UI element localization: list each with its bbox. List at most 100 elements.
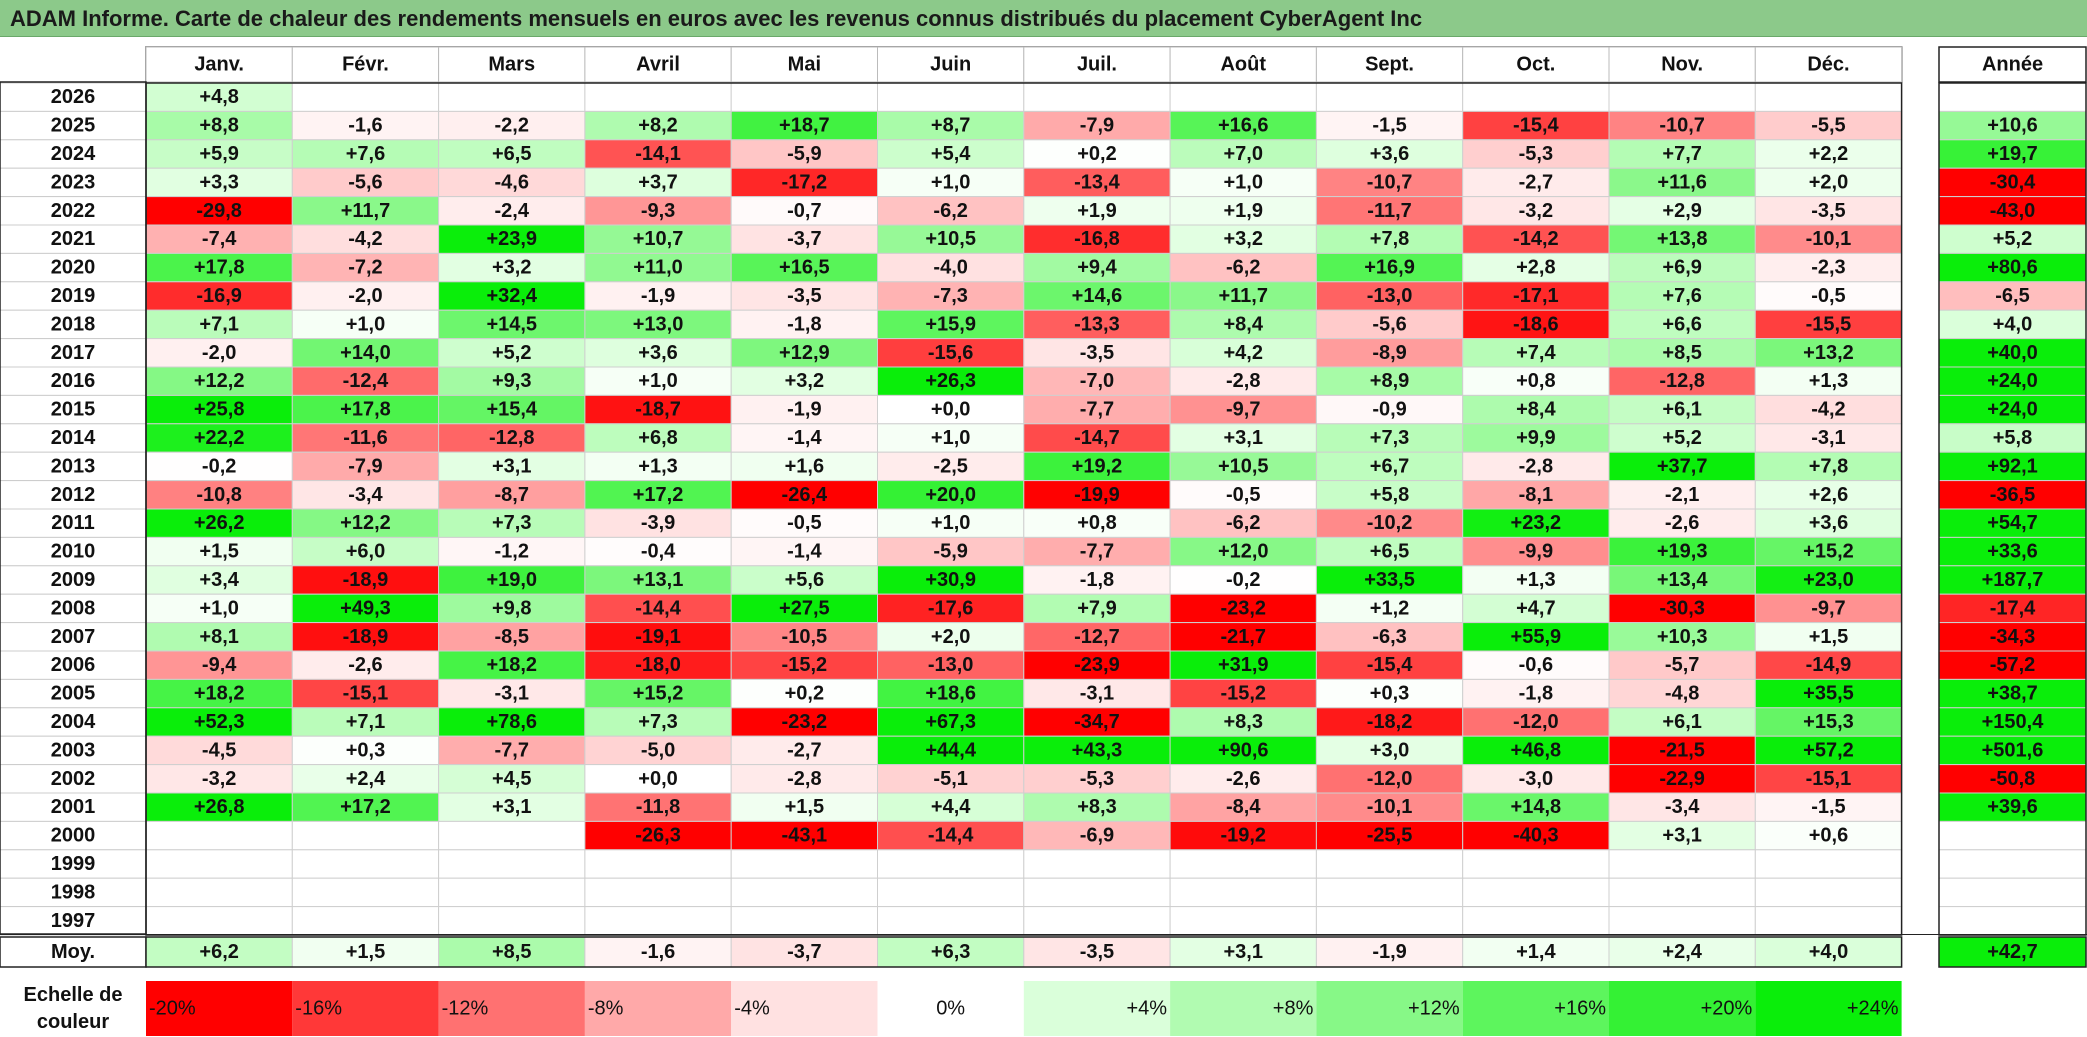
- heatmap-value: -15,4: [1513, 115, 1559, 137]
- annual-value: -30,4: [1990, 171, 2036, 193]
- heatmap-value: -19,2: [1220, 825, 1266, 847]
- average-value: +8,5: [492, 941, 531, 963]
- heatmap-cell: [291, 110, 440, 141]
- heatmap-value: -5,6: [1372, 313, 1406, 335]
- annual-cell: [1938, 906, 2087, 936]
- annual-cell: [1938, 820, 2087, 851]
- annual-value: -43,0: [1990, 200, 2036, 222]
- average-label: Moy.: [51, 941, 95, 963]
- heatmap-value: -18,7: [635, 399, 681, 421]
- heatmap-value: +6,9: [1662, 257, 1701, 279]
- heatmap-value: +5,8: [1370, 484, 1409, 506]
- heatmap-cell: [730, 451, 879, 482]
- heatmap-value: -21,7: [1220, 626, 1266, 648]
- heatmap-cell: [291, 565, 440, 595]
- heatmap-value: +17,8: [340, 399, 391, 421]
- annual-value: +10,6: [1987, 115, 2038, 137]
- heatmap-cell: [438, 110, 586, 141]
- heatmap-cell: [877, 650, 1025, 680]
- heatmap-value: +26,3: [925, 370, 976, 392]
- month-header-cell: [291, 46, 440, 83]
- heatmap-value: +3,2: [492, 257, 531, 279]
- heatmap-value: -0,4: [641, 541, 676, 563]
- heatmap-value: -17,1: [1513, 285, 1559, 307]
- heatmap-cell: [1169, 196, 1317, 226]
- heatmap-value: -2,6: [1665, 512, 1699, 534]
- heatmap-cell: [584, 252, 732, 283]
- heatmap-cell: [1608, 423, 1756, 453]
- heatmap-cell: [1462, 281, 1610, 311]
- heatmap-cell: [730, 877, 879, 908]
- heatmap-cell: [730, 707, 879, 737]
- average-value: +4,0: [1809, 941, 1848, 963]
- heatmap-value: +0,2: [1077, 143, 1116, 165]
- year-label-cell: [0, 309, 147, 340]
- annual-value: +92,1: [1987, 455, 2038, 477]
- annual-value: +40,0: [1987, 342, 2038, 364]
- heatmap-cell: [145, 849, 293, 879]
- month-header-label: Juin: [930, 54, 971, 76]
- average-value: +6,3: [931, 941, 970, 963]
- heatmap-value: -15,1: [1806, 768, 1852, 790]
- scale-stop-label: +12%: [1408, 998, 1460, 1020]
- heatmap-value: +1,9: [1224, 200, 1263, 222]
- heatmap-value: +8,4: [1516, 399, 1556, 421]
- heatmap-cell: [877, 735, 1025, 766]
- heatmap-value: +19,0: [486, 569, 537, 591]
- heatmap-cell: [438, 820, 586, 851]
- heatmap-value: +17,2: [633, 484, 684, 506]
- heatmap-value: -0,2: [1226, 569, 1260, 591]
- heatmap-cell: [877, 281, 1025, 311]
- annual-value: +38,7: [1987, 683, 2038, 705]
- year-label: 2018: [51, 313, 96, 335]
- heatmap-value: -1,5: [1811, 796, 1845, 818]
- heatmap-value: +25,8: [194, 399, 245, 421]
- heatmap-value: +11,6: [1657, 171, 1707, 193]
- heatmap-cell: [877, 820, 1025, 851]
- heatmap-cell: [438, 224, 586, 254]
- heatmap-value: -2,6: [1226, 768, 1260, 790]
- heatmap-value: -11,7: [1367, 200, 1411, 222]
- heatmap-value: +2,0: [931, 626, 970, 648]
- scale-swatch: [1755, 981, 1902, 1036]
- heatmap-cell: [1169, 906, 1317, 936]
- month-header-label: Sept.: [1365, 54, 1414, 76]
- heatmap-value: -5,1: [933, 768, 967, 790]
- year-label-cell: [0, 508, 147, 538]
- heatmap-value: +11,7: [341, 200, 391, 222]
- heatmap-cell: [877, 252, 1025, 283]
- heatmap-value: -13,0: [1367, 285, 1413, 307]
- scale-stop-label: +4%: [1127, 998, 1168, 1020]
- year-label: 2017: [51, 342, 96, 364]
- heatmap-value: -5,9: [933, 541, 967, 563]
- heatmap-value: -12,0: [1367, 768, 1413, 790]
- heatmap-cell: [1315, 309, 1464, 340]
- average-value: +1,4: [1516, 941, 1556, 963]
- heatmap-value: -8,7: [495, 484, 529, 506]
- average-value: +2,4: [1662, 941, 1702, 963]
- average-value: +3,1: [1224, 941, 1263, 963]
- heatmap-value: -6,2: [933, 200, 967, 222]
- heatmap-cell: [291, 849, 440, 879]
- heatmap-value: -14,4: [635, 597, 681, 619]
- average-value: +1,5: [346, 941, 385, 963]
- heatmap-value: +8,2: [638, 115, 677, 137]
- heatmap-cell: [1315, 650, 1464, 680]
- heatmap-value: +4,4: [931, 796, 971, 818]
- heatmap-value: -5,7: [1665, 654, 1699, 676]
- heatmap-cell: [1754, 707, 1903, 737]
- annual-cell: [1938, 849, 2087, 879]
- heatmap-cell: [1023, 707, 1171, 737]
- heatmap-value: -10,7: [1367, 171, 1413, 193]
- heatmap-value: +44,4: [925, 739, 976, 761]
- heatmap-value: -7,7: [1080, 541, 1114, 563]
- heatmap-value: +15,9: [925, 313, 976, 335]
- heatmap-cell: [584, 82, 732, 112]
- heatmap-cell: [145, 820, 293, 851]
- heatmap-value: -2,0: [202, 342, 236, 364]
- heatmap-value: +1,0: [931, 512, 970, 534]
- heatmap-value: +46,8: [1511, 739, 1562, 761]
- year-label: 2020: [51, 257, 96, 279]
- heatmap-cell: [1169, 224, 1317, 254]
- heatmap-cell: [1315, 849, 1464, 879]
